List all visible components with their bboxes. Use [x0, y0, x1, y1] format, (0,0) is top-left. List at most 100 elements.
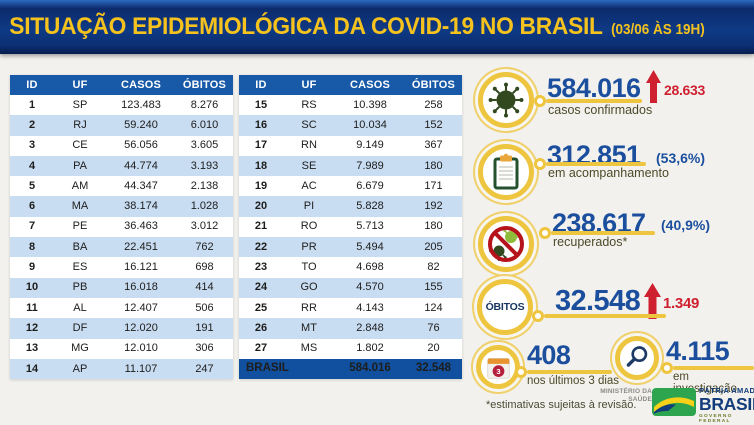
cell-obitos: 762: [176, 237, 233, 258]
cell-id: 16: [239, 115, 283, 136]
table-row: 19 AC 6.679 171: [239, 176, 462, 196]
cell-casos: 36.463: [124, 220, 158, 233]
cell-id: 27: [254, 342, 268, 355]
cell-id: 6: [10, 196, 54, 217]
cell-uf: AP: [54, 358, 106, 380]
cell-casos: 44.774: [106, 155, 176, 177]
state-table-left: ID UF CASOS ÓBITOS 1 SP 123.483 8.276 2 …: [10, 75, 233, 380]
virus-icon: [488, 82, 524, 118]
col-header-casos: CASOS: [335, 75, 405, 95]
table-row: 14 AP 11.107 247: [10, 358, 233, 380]
cell-obitos: 76: [405, 318, 462, 339]
cell-id: 23: [254, 261, 268, 274]
table-row: 13 MG 12.010 306: [10, 339, 233, 359]
col-header-id: ID: [239, 75, 283, 95]
table-row: 23 TO 4.698 82: [239, 257, 462, 277]
cell-casos: 123.483: [121, 98, 161, 111]
cell-id: 7: [28, 220, 36, 233]
cell-obitos: 367: [424, 139, 443, 152]
cell-obitos: 1.028: [176, 196, 233, 217]
cell-casos: 7.989: [335, 155, 405, 177]
cell-casos: 10.034: [335, 115, 405, 136]
cell-uf: RR: [301, 301, 317, 314]
confirmed-label: casos confirmados: [548, 103, 653, 117]
cell-id: 5: [28, 179, 36, 192]
cell-uf: MS: [300, 342, 318, 355]
line-dot: [534, 158, 546, 170]
cell-uf: DF: [54, 318, 106, 339]
cell-casos: 9.149: [356, 139, 384, 152]
page-title: SITUAÇÃO EPIDEMIOLÓGICA DA COVID-19 NO B…: [9, 13, 603, 40]
cell-uf: SE: [283, 155, 335, 177]
cell-id: 10: [10, 277, 54, 298]
table-row: 11 AL 12.407 506: [10, 298, 233, 318]
line-dot: [515, 366, 527, 378]
table-row: 20 PI 5.828 192: [239, 196, 462, 217]
title-banner: SITUAÇÃO EPIDEMIOLÓGICA DA COVID-19 NO B…: [0, 0, 754, 54]
cell-obitos: 698: [195, 261, 214, 274]
up-arrow-icon: [644, 283, 661, 319]
cell-obitos: 20: [427, 342, 440, 355]
cell-casos: 4.698: [356, 261, 384, 274]
recovered-pct: (40,9%): [661, 217, 711, 233]
table-row: 24 GO 4.570 155: [239, 277, 462, 298]
cell-id: 3: [28, 139, 36, 152]
underline: [673, 366, 754, 370]
table-row: 7 PE 36.463 3.012: [10, 217, 233, 237]
brand-patria-amada: PÁTRIA AMADA: [699, 386, 754, 395]
total-label: BRASIL: [239, 358, 335, 380]
cell-casos: 4.570: [335, 277, 405, 298]
cell-id: 22: [239, 237, 283, 258]
cell-casos: 22.451: [106, 237, 176, 258]
cell-uf: MA: [54, 196, 106, 217]
table-row: 9 ES 16.121 698: [10, 257, 233, 277]
investigation-value: 4.115: [666, 336, 730, 366]
total-casos: 584.016: [335, 358, 405, 380]
cell-obitos: 414: [176, 277, 233, 298]
col-header-obitos: ÓBITOS: [176, 75, 233, 95]
deaths-icon-circle: ÓBITOS: [477, 279, 533, 335]
cell-uf: RJ: [54, 115, 106, 136]
underline: [546, 162, 646, 166]
cell-obitos: 180: [405, 155, 462, 177]
table-row: 26 MT 2.848 76: [239, 318, 462, 339]
cell-casos: 1.802: [356, 342, 384, 355]
magnifier-icon: [626, 346, 648, 367]
cell-casos: 44.347: [124, 179, 158, 192]
deaths-delta: 1.349: [663, 295, 700, 312]
table-row: 15 RS 10.398 258: [239, 95, 462, 115]
underline: [544, 314, 666, 318]
cell-uf: BA: [54, 237, 106, 258]
cell-casos: 5.713: [356, 220, 384, 233]
cell-obitos: 192: [405, 196, 462, 217]
table-row: 12 DF 12.020 191: [10, 318, 233, 339]
ministry-line1: MINISTÉRIO DA: [600, 388, 652, 395]
underline: [546, 99, 642, 103]
cell-obitos: 3.605: [190, 139, 219, 152]
cell-id: 19: [254, 179, 268, 192]
table-row: 5 AM 44.347 2.138: [10, 176, 233, 196]
cell-uf: PB: [54, 277, 106, 298]
cell-obitos: 205: [405, 237, 462, 258]
table-header: ID UF CASOS ÓBITOS: [10, 75, 233, 95]
cell-obitos: 155: [405, 277, 462, 298]
cell-uf: AL: [73, 301, 87, 314]
table-row: 18 SE 7.989 180: [239, 155, 462, 177]
cell-uf: PR: [283, 237, 335, 258]
cell-obitos: 171: [424, 179, 443, 192]
cell-obitos: 82: [427, 261, 440, 274]
recovered-label: recuperados*: [553, 235, 628, 249]
cell-id: 13: [25, 342, 39, 355]
state-table-right: ID UF CASOS ÓBITOS 15 RS 10.398 258 16 S…: [239, 75, 462, 380]
cell-id: 1: [28, 98, 36, 111]
cell-obitos: 6.010: [176, 115, 233, 136]
line-dot: [534, 95, 546, 107]
total-obitos: 32.548: [405, 358, 462, 380]
cell-casos: 16.018: [106, 277, 176, 298]
cell-id: 4: [10, 155, 54, 177]
recent-deaths-value: 408: [527, 340, 571, 370]
cell-obitos: 2.138: [190, 179, 219, 192]
ministry-line2: SAÚDE: [628, 396, 652, 404]
cell-obitos: 8.276: [190, 98, 219, 111]
ministry-logo: MINISTÉRIO DA SAÚDE: [598, 388, 652, 404]
